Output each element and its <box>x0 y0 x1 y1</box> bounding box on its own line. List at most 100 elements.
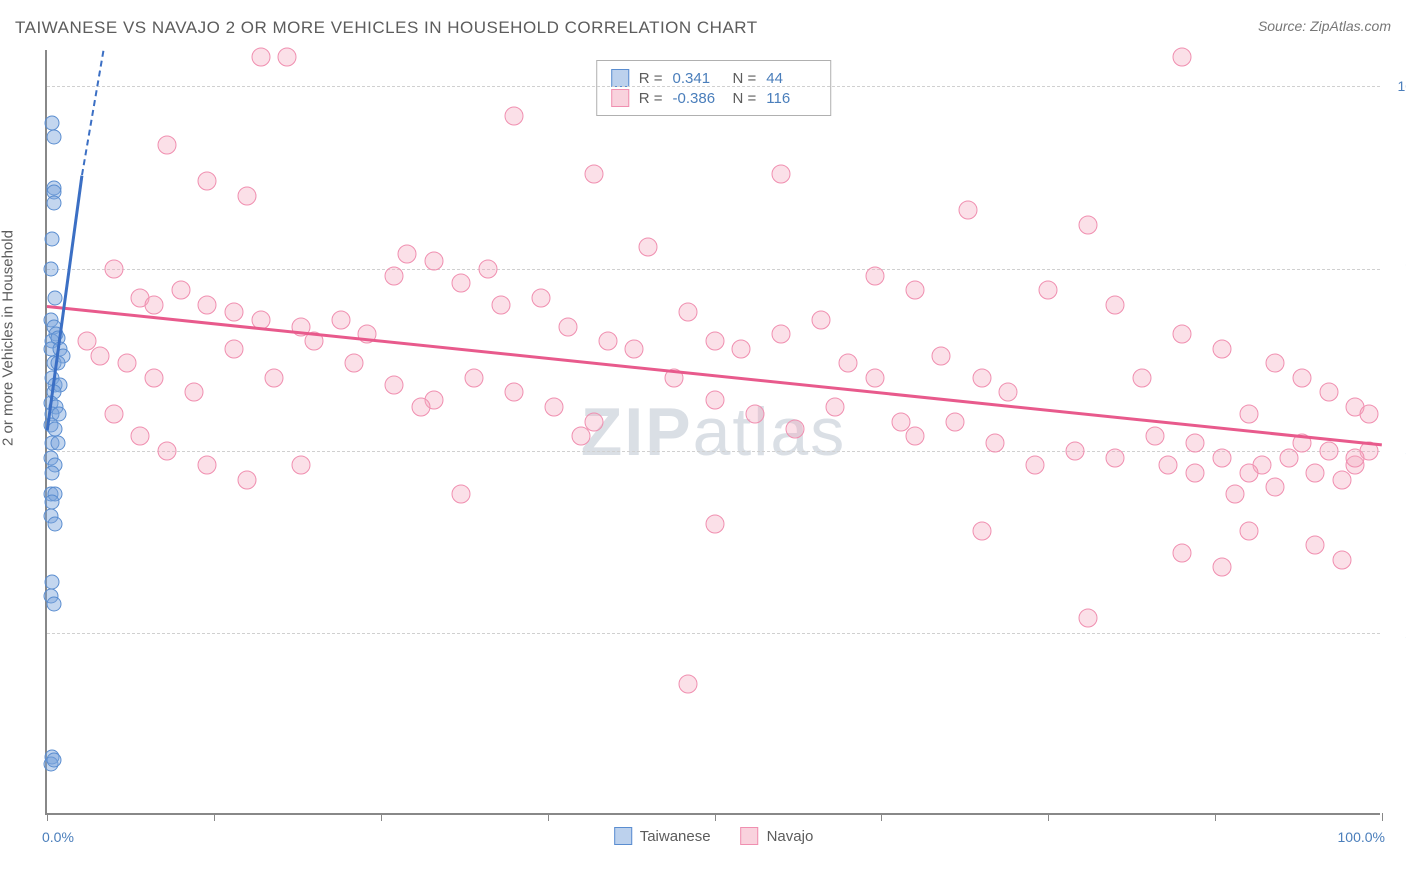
data-point-navajo <box>772 164 791 183</box>
data-point-navajo <box>1212 449 1231 468</box>
data-point-navajo <box>785 419 804 438</box>
data-point-navajo <box>1346 449 1365 468</box>
data-point-navajo <box>1266 478 1285 497</box>
data-point-taiwanese <box>45 115 60 130</box>
data-point-navajo <box>411 398 430 417</box>
data-point-navajo <box>198 296 217 315</box>
data-point-navajo <box>158 135 177 154</box>
data-point-taiwanese <box>46 596 61 611</box>
data-point-taiwanese <box>50 436 65 451</box>
data-point-navajo <box>812 310 831 329</box>
data-point-navajo <box>985 434 1004 453</box>
data-point-taiwanese <box>45 574 60 589</box>
data-point-navajo <box>278 48 297 67</box>
data-point-navajo <box>572 427 591 446</box>
data-point-navajo <box>905 281 924 300</box>
data-point-navajo <box>1266 354 1285 373</box>
data-point-navajo <box>1239 463 1258 482</box>
data-point-navajo <box>959 201 978 220</box>
data-point-navajo <box>1159 456 1178 475</box>
data-point-navajo <box>1172 48 1191 67</box>
data-point-navajo <box>451 274 470 293</box>
data-point-navajo <box>224 303 243 322</box>
data-point-navajo <box>545 398 564 417</box>
gridline <box>47 86 1380 87</box>
swatch-blue <box>614 827 632 845</box>
data-point-taiwanese <box>48 516 63 531</box>
data-point-navajo <box>972 521 991 540</box>
data-point-navajo <box>505 383 524 402</box>
data-point-navajo <box>772 325 791 344</box>
data-point-navajo <box>892 412 911 431</box>
data-point-taiwanese <box>46 196 61 211</box>
data-point-navajo <box>1132 368 1151 387</box>
r-label: R = <box>639 90 663 107</box>
data-point-taiwanese <box>46 753 61 768</box>
data-point-navajo <box>1212 339 1231 358</box>
y-tick-label: 25.0% <box>1385 625 1406 641</box>
trendline-taiwanese-extrapolated <box>81 51 104 175</box>
x-tick <box>1048 813 1049 821</box>
data-point-navajo <box>905 427 924 446</box>
data-point-taiwanese <box>46 130 61 145</box>
data-point-navajo <box>1359 405 1378 424</box>
data-point-navajo <box>1079 215 1098 234</box>
data-point-navajo <box>291 456 310 475</box>
data-point-navajo <box>104 259 123 278</box>
data-point-navajo <box>1039 281 1058 300</box>
data-point-navajo <box>131 427 150 446</box>
data-point-navajo <box>91 347 110 366</box>
swatch-pink <box>741 827 759 845</box>
data-point-navajo <box>385 266 404 285</box>
data-point-navajo <box>1319 441 1338 460</box>
y-axis-label: 2 or more Vehicles in Household <box>0 230 17 446</box>
data-point-navajo <box>678 674 697 693</box>
x-axis-min-label: 0.0% <box>42 829 74 845</box>
data-point-navajo <box>945 412 964 431</box>
data-point-navajo <box>585 164 604 183</box>
data-point-navajo <box>158 441 177 460</box>
data-point-navajo <box>505 106 524 125</box>
r-value-navajo: -0.386 <box>673 90 723 107</box>
y-tick-label: 75.0% <box>1385 261 1406 277</box>
data-point-navajo <box>531 288 550 307</box>
data-point-navajo <box>999 383 1018 402</box>
data-point-navajo <box>1226 485 1245 504</box>
data-point-navajo <box>625 339 644 358</box>
source-attribution: Source: ZipAtlas.com <box>1258 18 1391 34</box>
chart-title: TAIWANESE VS NAVAJO 2 OR MORE VEHICLES I… <box>15 18 758 38</box>
data-point-navajo <box>1306 536 1325 555</box>
x-tick <box>214 813 215 821</box>
data-point-navajo <box>478 259 497 278</box>
r-label: R = <box>639 70 663 87</box>
data-point-navajo <box>598 332 617 351</box>
n-label: N = <box>733 90 757 107</box>
data-point-navajo <box>865 368 884 387</box>
x-tick <box>381 813 382 821</box>
x-tick <box>881 813 882 821</box>
data-point-navajo <box>705 390 724 409</box>
data-point-navajo <box>1065 441 1084 460</box>
data-point-navajo <box>1212 558 1231 577</box>
x-tick <box>548 813 549 821</box>
data-point-navajo <box>732 339 751 358</box>
x-tick <box>47 813 48 821</box>
data-point-navajo <box>1239 521 1258 540</box>
data-point-navajo <box>385 376 404 395</box>
data-point-navajo <box>1186 463 1205 482</box>
series-legend: Taiwanese Navajo <box>614 827 814 845</box>
legend-row-taiwanese: R = 0.341 N = 44 <box>611 69 817 87</box>
legend-row-navajo: R = -0.386 N = 116 <box>611 89 817 107</box>
data-point-navajo <box>398 245 417 264</box>
data-point-navajo <box>705 332 724 351</box>
data-point-navajo <box>251 48 270 67</box>
data-point-taiwanese <box>44 261 59 276</box>
data-point-navajo <box>171 281 190 300</box>
data-point-navajo <box>264 368 283 387</box>
correlation-legend: R = 0.341 N = 44 R = -0.386 N = 116 <box>596 60 832 116</box>
gridline <box>47 451 1380 452</box>
data-point-navajo <box>1146 427 1165 446</box>
x-tick <box>1215 813 1216 821</box>
data-point-navajo <box>1292 368 1311 387</box>
data-point-navajo <box>198 456 217 475</box>
